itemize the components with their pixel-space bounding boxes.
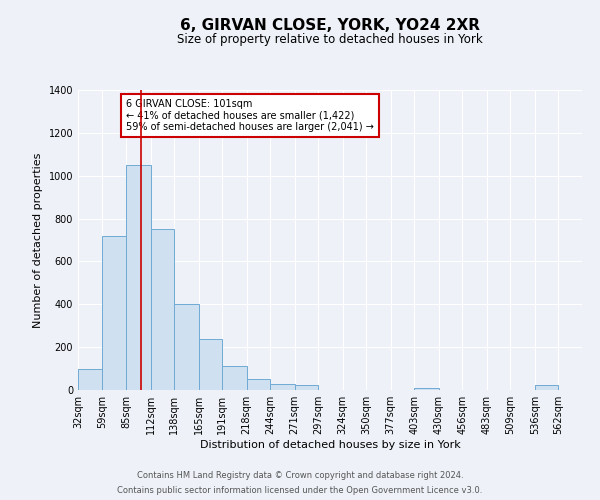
Bar <box>199 338 222 390</box>
Text: 6 GIRVAN CLOSE: 101sqm
← 41% of detached houses are smaller (1,422)
59% of semi-: 6 GIRVAN CLOSE: 101sqm ← 41% of detached… <box>126 98 374 132</box>
Text: Size of property relative to detached houses in York: Size of property relative to detached ho… <box>177 32 483 46</box>
Bar <box>270 384 295 390</box>
Text: Contains public sector information licensed under the Open Government Licence v3: Contains public sector information licen… <box>118 486 482 495</box>
Bar <box>78 368 103 390</box>
Bar <box>103 236 126 390</box>
Bar <box>247 380 270 390</box>
Bar <box>222 366 247 390</box>
Bar <box>174 304 199 390</box>
Bar <box>535 384 559 390</box>
Bar <box>151 230 174 390</box>
Text: 6, GIRVAN CLOSE, YORK, YO24 2XR: 6, GIRVAN CLOSE, YORK, YO24 2XR <box>180 18 480 32</box>
X-axis label: Distribution of detached houses by size in York: Distribution of detached houses by size … <box>200 440 460 450</box>
Text: Contains HM Land Registry data © Crown copyright and database right 2024.: Contains HM Land Registry data © Crown c… <box>137 471 463 480</box>
Y-axis label: Number of detached properties: Number of detached properties <box>33 152 43 328</box>
Bar <box>295 384 318 390</box>
Bar <box>415 388 439 390</box>
Bar <box>126 165 151 390</box>
